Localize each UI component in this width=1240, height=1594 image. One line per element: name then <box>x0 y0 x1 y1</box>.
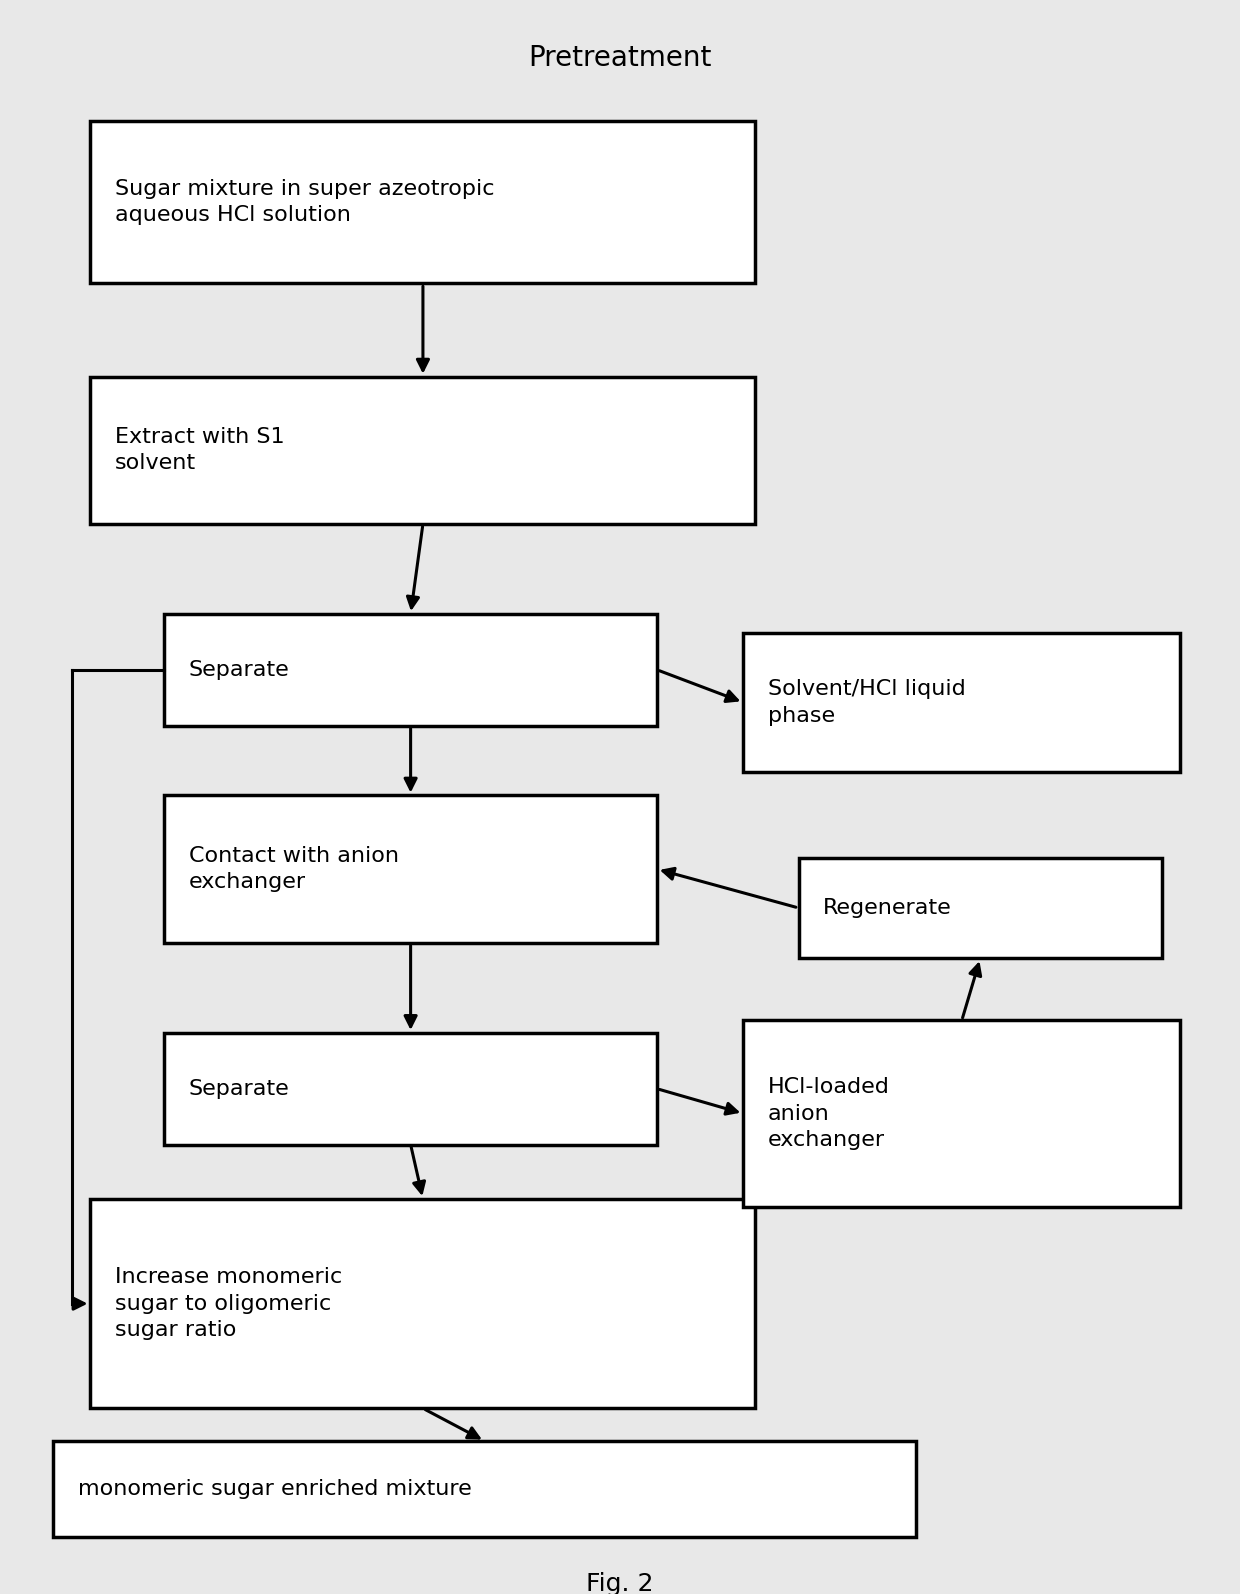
Text: Extract with S1
solvent: Extract with S1 solvent <box>115 427 285 473</box>
Text: monomeric sugar enriched mixture: monomeric sugar enriched mixture <box>78 1479 471 1498</box>
Text: Separate: Separate <box>188 660 290 679</box>
Text: Pretreatment: Pretreatment <box>528 45 712 72</box>
Text: Separate: Separate <box>188 1079 290 1098</box>
Text: Regenerate: Regenerate <box>823 897 952 918</box>
FancyBboxPatch shape <box>743 1020 1180 1207</box>
Text: Contact with anion
exchanger: Contact with anion exchanger <box>188 846 399 893</box>
Text: Sugar mixture in super azeotropic
aqueous HCl solution: Sugar mixture in super azeotropic aqueou… <box>115 179 495 225</box>
Text: HCl-loaded
anion
exchanger: HCl-loaded anion exchanger <box>768 1078 889 1149</box>
FancyBboxPatch shape <box>53 1441 915 1537</box>
FancyBboxPatch shape <box>164 795 657 944</box>
FancyBboxPatch shape <box>91 376 755 524</box>
FancyBboxPatch shape <box>91 121 755 284</box>
FancyBboxPatch shape <box>799 858 1162 958</box>
Text: Increase monomeric
sugar to oligomeric
sugar ratio: Increase monomeric sugar to oligomeric s… <box>115 1267 342 1341</box>
Text: Solvent/HCl liquid
phase: Solvent/HCl liquid phase <box>768 679 966 725</box>
FancyBboxPatch shape <box>743 633 1180 771</box>
FancyBboxPatch shape <box>164 614 657 725</box>
Text: Fig. 2: Fig. 2 <box>587 1572 653 1594</box>
FancyBboxPatch shape <box>91 1199 755 1409</box>
FancyBboxPatch shape <box>164 1033 657 1144</box>
